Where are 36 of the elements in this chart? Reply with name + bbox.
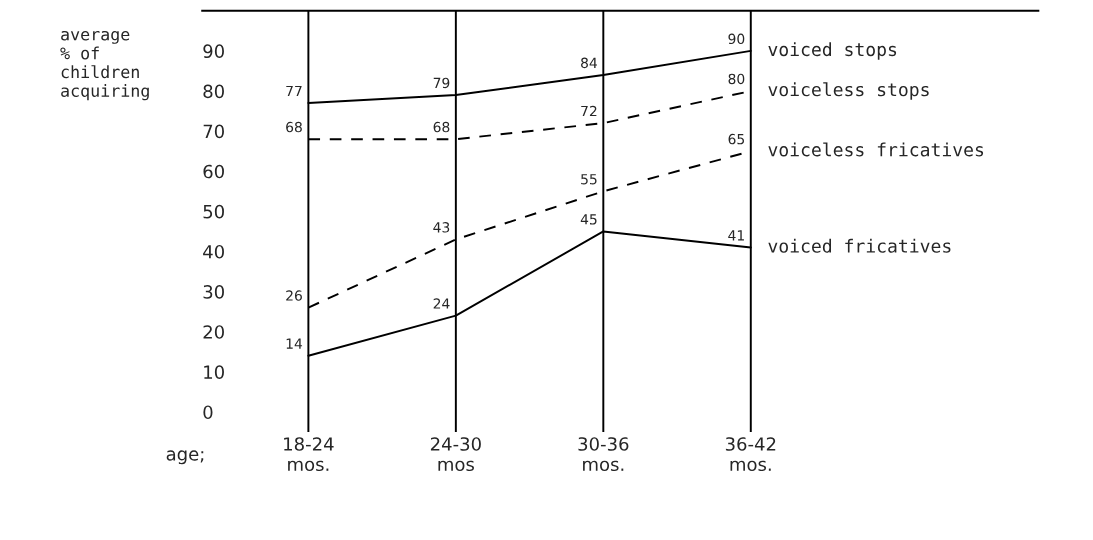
series-label: voiced fricatives [768, 238, 951, 253]
series-label: voiced stops [768, 42, 897, 60]
y-axis-title: average % of children acquiring [60, 30, 149, 101]
y-tick-label: 80 [203, 84, 224, 99]
y-tick-label: 20 [203, 325, 224, 339]
data-label: 68 [286, 121, 302, 133]
x-tick-label: 18-24 mos. [284, 437, 334, 472]
y-tick-label: 30 [203, 285, 224, 299]
y-tick-label: 60 [203, 164, 224, 179]
data-label: 14 [286, 338, 303, 349]
data-label: 84 [581, 57, 597, 69]
y-tick-label: 70 [203, 124, 224, 139]
data-label: 55 [581, 174, 597, 185]
x-tick-label: 30-36 mos. [578, 437, 629, 472]
data-label: 45 [580, 214, 597, 225]
data-label: 80 [728, 73, 745, 85]
x-tick-label: 24-30 mos [430, 437, 481, 472]
y-tick-label: 90 [203, 44, 224, 59]
series-label: voiceless stops [768, 82, 929, 100]
data-label: 72 [581, 105, 597, 117]
y-tick-label: 10 [204, 365, 224, 379]
data-label: 41 [728, 230, 744, 241]
x-tick-label: 36-42 mos. [725, 437, 776, 472]
x-axis-title: age; [166, 450, 204, 465]
data-label: 79 [433, 77, 450, 89]
data-label: 26 [286, 290, 302, 301]
data-label: 24 [433, 298, 450, 309]
data-label: 43 [433, 222, 450, 233]
data-label: 68 [433, 121, 450, 133]
data-label: 65 [728, 133, 745, 145]
data-label: 77 [286, 85, 302, 97]
y-tick-label: 40 [203, 244, 224, 259]
y-tick-label: 0 [203, 405, 213, 420]
y-tick-label: 50 [203, 204, 224, 219]
data-label: 90 [728, 33, 745, 45]
series-label: voiceless fricatives [768, 142, 984, 157]
